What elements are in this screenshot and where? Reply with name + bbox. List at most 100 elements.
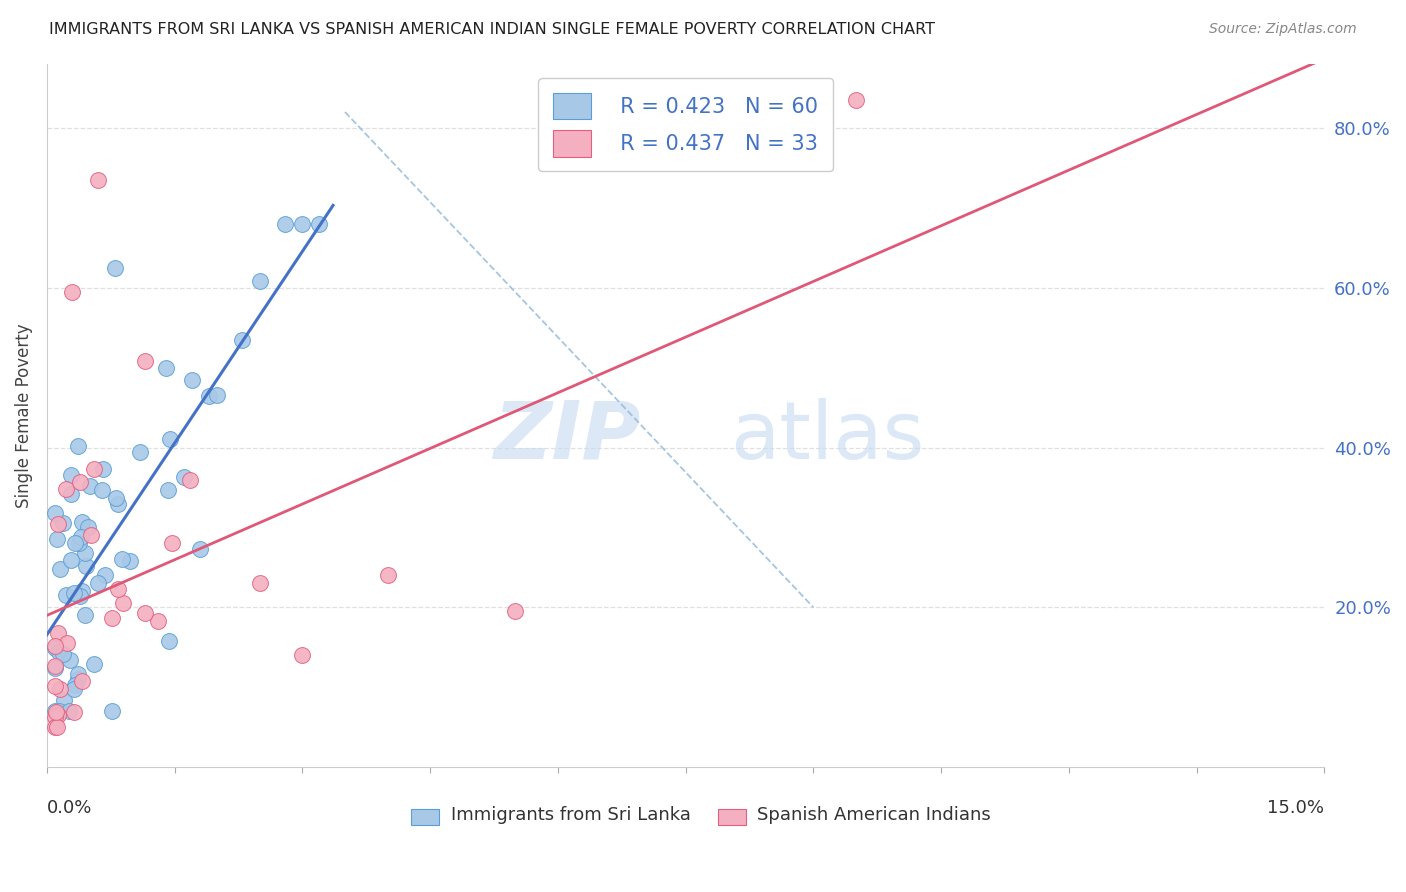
Point [44, 661, 66, 675]
Point [155, 360, 177, 375]
Text: Spanish American Indians: Spanish American Indians [758, 805, 991, 824]
Point [107, 497, 129, 511]
Point [308, 217, 330, 231]
Point [107, 582, 129, 596]
Point [75, 558, 97, 573]
Point [83, 657, 105, 672]
Point [197, 389, 219, 403]
Point [58, 704, 80, 718]
Point [46, 532, 69, 546]
Point [44, 720, 66, 734]
Point [67, 536, 90, 550]
Point [59, 487, 82, 501]
Point [53, 692, 76, 706]
Point [62, 705, 84, 719]
Point [44, 659, 66, 673]
Point [159, 432, 181, 446]
Point [62, 285, 84, 299]
Point [73, 607, 96, 622]
Point [65, 678, 87, 692]
Point [94, 568, 117, 582]
Point [46, 707, 69, 722]
Point [274, 217, 297, 231]
Point [179, 473, 201, 487]
Point [63, 682, 86, 697]
Point [111, 551, 134, 566]
Point [59, 653, 82, 667]
Point [44, 679, 66, 693]
Point [291, 648, 314, 663]
Point [156, 483, 179, 497]
Point [48, 645, 70, 659]
Text: Immigrants from Sri Lanka: Immigrants from Sri Lanka [450, 805, 690, 824]
Point [60, 468, 83, 483]
Point [173, 470, 195, 484]
Point [48, 704, 70, 718]
Point [205, 388, 228, 402]
Point [59, 553, 82, 567]
Point [73, 545, 96, 559]
Text: IMMIGRANTS FROM SRI LANKA VS SPANISH AMERICAN INDIAN SINGLE FEMALE POVERTY CORRE: IMMIGRANTS FROM SRI LANKA VS SPANISH AME… [49, 22, 935, 37]
FancyBboxPatch shape [717, 809, 745, 825]
Point [49, 681, 72, 696]
Point [111, 596, 134, 610]
Point [231, 333, 253, 347]
Point [63, 536, 86, 550]
Point [159, 633, 181, 648]
Point [44, 641, 66, 656]
Point [52, 647, 75, 661]
Point [49, 562, 72, 576]
Point [46, 517, 69, 532]
Point [69, 589, 91, 603]
Point [52, 516, 75, 531]
Point [120, 554, 142, 568]
Point [83, 462, 105, 476]
Point [128, 445, 150, 459]
Text: Source: ZipAtlas.com: Source: ZipAtlas.com [1209, 22, 1357, 37]
Point [70, 674, 93, 689]
Point [44, 706, 66, 720]
Point [79, 478, 101, 492]
Point [104, 260, 127, 275]
Point [93, 462, 115, 476]
Text: 0.0%: 0.0% [46, 799, 93, 817]
Point [70, 530, 93, 544]
Point [72, 515, 94, 529]
Point [188, 542, 211, 557]
Point [55, 589, 77, 603]
Point [44, 709, 66, 723]
Point [45, 720, 67, 734]
Point [377, 568, 399, 582]
Point [55, 635, 77, 649]
Point [44, 704, 66, 718]
Point [134, 354, 156, 368]
Point [76, 520, 98, 534]
Text: ZIP: ZIP [494, 398, 641, 475]
Point [146, 615, 169, 629]
Legend:   R = 0.423   N = 60,   R = 0.437   N = 33: R = 0.423 N = 60, R = 0.437 N = 33 [538, 78, 832, 171]
Point [180, 373, 202, 387]
Point [249, 576, 271, 591]
Point [66, 672, 89, 686]
Point [101, 704, 124, 718]
Point [87, 173, 110, 187]
Point [90, 483, 112, 498]
Point [69, 475, 91, 489]
Point [249, 274, 271, 288]
Point [134, 606, 156, 620]
Text: 15.0%: 15.0% [1267, 799, 1324, 817]
Point [44, 639, 66, 653]
Point [845, 93, 868, 107]
Point [160, 536, 183, 550]
Point [67, 667, 90, 681]
Point [63, 585, 86, 599]
Text: atlas: atlas [730, 398, 925, 475]
Point [104, 491, 127, 505]
Point [72, 584, 94, 599]
Point [55, 482, 77, 496]
Point [80, 528, 103, 542]
Y-axis label: Single Female Poverty: Single Female Poverty [15, 323, 32, 508]
Point [87, 576, 110, 591]
Point [505, 604, 527, 618]
Point [46, 626, 69, 640]
